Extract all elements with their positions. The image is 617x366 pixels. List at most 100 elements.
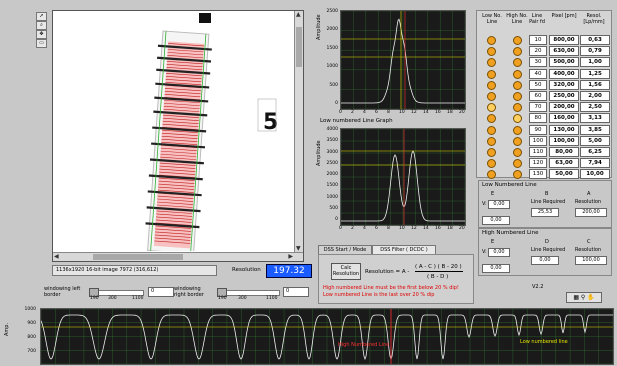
high-line-indicator[interactable]: [513, 58, 522, 68]
windowing-left-slider[interactable]: [89, 288, 144, 297]
high-line-indicator[interactable]: [513, 159, 522, 169]
version-label: V2.2: [532, 284, 544, 290]
tick-label: 1500: [326, 45, 338, 51]
header-low-line: Low No. Line: [482, 13, 502, 25]
scroll-left-icon[interactable]: ◀: [54, 253, 59, 260]
low-b-value[interactable]: 25,53: [531, 208, 559, 217]
image-viewer[interactable]: 5 ▲ ▼ ◀ ▶: [52, 10, 304, 262]
line-pair-cell: 80: [529, 113, 547, 124]
resolution-table: Low No. Line High No. Line Line Pair fd …: [476, 10, 612, 180]
low-line-indicator[interactable]: [487, 92, 496, 101]
table-row: 110 80,00 6,25: [477, 147, 611, 157]
formula-numerator: ( A - C ) ( B - 20 ): [415, 264, 462, 270]
low-line-indicator[interactable]: [487, 125, 496, 135]
table-row: 30 500,00 1,00: [477, 57, 611, 68]
low-line-indicator[interactable]: [487, 148, 496, 157]
calc-resolution-button[interactable]: Calc Resolution: [331, 263, 361, 280]
low-line-indicator[interactable]: [487, 36, 496, 45]
tick-label: 4: [363, 226, 366, 231]
e-label: E: [491, 239, 495, 245]
arrow-tool-icon[interactable]: ➚: [36, 12, 47, 21]
scroll-down-icon[interactable]: ▼: [296, 245, 301, 252]
low-line-indicator[interactable]: [487, 58, 496, 68]
high-v-value: 0,00: [482, 264, 510, 273]
low-line-indicator[interactable]: [487, 170, 496, 180]
high-line-indicator[interactable]: [513, 80, 522, 90]
scroll-up-icon[interactable]: ▲: [296, 11, 301, 18]
resolution-cell: 0,63: [580, 35, 610, 45]
high-line-indicator[interactable]: [513, 92, 522, 101]
windowing-right-input[interactable]: 0: [283, 287, 309, 297]
b-label: B: [545, 191, 549, 197]
high-line-indicator[interactable]: [513, 36, 522, 45]
tick-label: 8: [387, 226, 390, 231]
zoom-tool-icon[interactable]: ⌕: [36, 21, 47, 30]
high-line-indicator[interactable]: [513, 125, 522, 135]
low-line-indicator[interactable]: [487, 69, 496, 79]
windowing-left-input[interactable]: 0: [148, 287, 174, 297]
tick-label: 1000: [24, 307, 36, 312]
line-profile-graph: [40, 308, 614, 365]
scroll-right-icon[interactable]: ▶: [288, 253, 293, 260]
tick-label: 2000: [326, 172, 338, 177]
pan-tool-icon[interactable]: ✥: [36, 30, 47, 39]
tick-label: 0: [335, 101, 338, 106]
tick-label: 16: [435, 110, 441, 115]
high-line-graph: [340, 10, 466, 110]
high-line-indicator[interactable]: [513, 114, 522, 124]
low-line-indicator[interactable]: [487, 136, 496, 146]
high-d-value[interactable]: 0,00: [531, 256, 559, 265]
scroll-thumb[interactable]: [93, 254, 183, 260]
slider-knob[interactable]: [217, 288, 227, 297]
low-a-value[interactable]: 200,00: [575, 208, 607, 217]
low-numbered-line-group: Low Numbered Line E V: 0,00 B Line Requi…: [478, 180, 612, 228]
line-pair-cell: 70: [529, 102, 547, 113]
low-line-indicator[interactable]: [487, 47, 496, 57]
image-vertical-scrollbar[interactable]: ▲ ▼: [294, 11, 303, 261]
tick-label: 2000: [326, 27, 338, 33]
graph-title: Low numbered Line Graph: [320, 118, 393, 124]
high-line-indicator[interactable]: [513, 136, 522, 146]
tab-dss-filter[interactable]: DSS Filter ( DCDC ): [372, 245, 436, 255]
low-line-indicator[interactable]: [487, 80, 496, 90]
high-line-indicator[interactable]: [513, 103, 522, 113]
high-line-indicator[interactable]: [513, 69, 522, 79]
resolution-cell: 2,50: [580, 102, 610, 113]
graph-tools-icon[interactable]: ▦ ⚲ ✋: [566, 292, 602, 303]
line-pair-cell: 40: [529, 68, 547, 79]
tick-label: 10: [399, 110, 405, 115]
high-c-value[interactable]: 100,00: [575, 256, 607, 265]
resolution-cell: 3,85: [580, 124, 610, 135]
line-pair-cell: 60: [529, 91, 547, 101]
header-pixel: Pixel [pm]: [551, 13, 577, 19]
low-line-indicator[interactable]: [487, 114, 496, 124]
resolution-cell: 7,94: [580, 158, 610, 169]
image-horizontal-scrollbar[interactable]: ◀ ▶: [53, 252, 303, 261]
tick-label: 3000: [326, 149, 338, 155]
table-row: 70 200,00 2,50: [477, 102, 611, 113]
high-line-indicator[interactable]: [513, 47, 522, 57]
d-label: D: [545, 239, 549, 245]
tick-label: 2: [351, 110, 354, 115]
tick-label: 14: [423, 110, 429, 115]
windowing-right-slider[interactable]: [217, 288, 280, 297]
d-caption: Line Required: [531, 247, 566, 253]
tab-dss-start[interactable]: DSS Start / Mode: [318, 245, 372, 255]
slider-knob[interactable]: [89, 288, 99, 297]
high-line-indicator[interactable]: [513, 148, 522, 157]
high-e-input[interactable]: 0,00: [488, 248, 510, 257]
low-e-input[interactable]: 0,00: [488, 200, 510, 209]
scroll-thumb[interactable]: [296, 27, 302, 67]
rect-tool-icon[interactable]: ▭: [36, 39, 47, 48]
pixel-cell: 800,00: [549, 35, 579, 45]
table-row: 80 160,00 3,13: [477, 113, 611, 124]
formula-denominator: ( B - D ): [427, 274, 449, 280]
table-row: 130 50,00 10,00: [477, 169, 611, 180]
low-line-indicator[interactable]: [487, 103, 496, 113]
low-line-indicator[interactable]: [487, 159, 496, 169]
resolution-cell: 3,13: [580, 113, 610, 124]
table-row: 60 250,00 2,00: [477, 91, 611, 101]
pixel-cell: 130,00: [549, 124, 579, 135]
tick-label: 500: [329, 205, 338, 211]
high-line-indicator[interactable]: [513, 170, 522, 180]
